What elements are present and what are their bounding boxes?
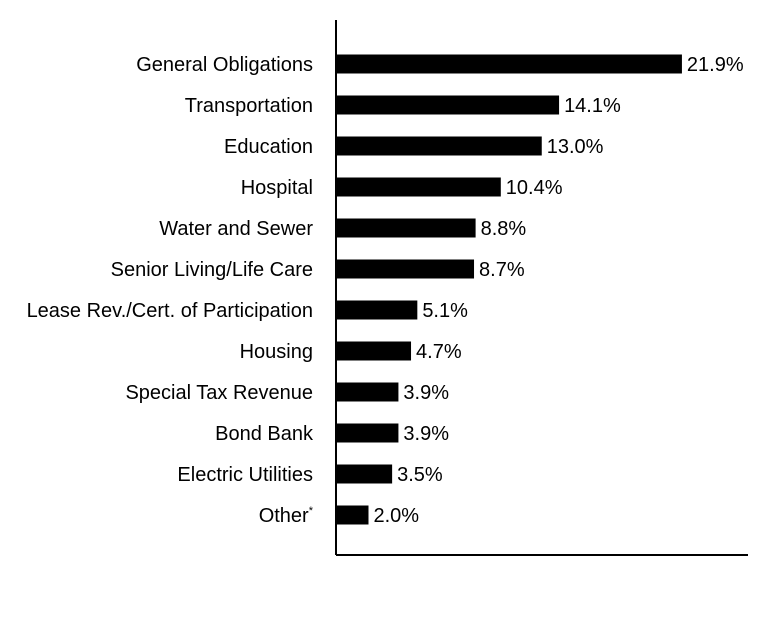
- value-label-housing: 4.7%: [416, 341, 462, 363]
- chart-axes: [335, 20, 748, 556]
- category-label-education: Education: [224, 136, 313, 158]
- category-labels: General Obligations Transportation Educati…: [27, 54, 314, 527]
- bar-general-obligations: [337, 54, 682, 74]
- category-label-lease-rev-cert-of-participation: Lease Rev./Cert. of Participation: [27, 300, 313, 322]
- value-label-electric-utilities: 3.5%: [397, 464, 443, 486]
- value-label-education: 13.0%: [547, 136, 604, 158]
- bar-transportation: [337, 95, 560, 115]
- value-label-special-tax-revenue: 3.9%: [403, 382, 449, 404]
- bar-special-tax-revenue: [337, 382, 399, 402]
- category-label-housing: Housing: [240, 341, 313, 363]
- category-label-hospital: Hospital: [241, 177, 313, 199]
- value-labels: 21.9% 14.1% 13.0% 10.4% 8.8% 8.7% 5.1% 4.7% 3.9%…: [374, 54, 744, 527]
- bar-lease-rev-cert-of-participation: [337, 300, 418, 320]
- bar-other: [337, 505, 369, 525]
- category-label-special-tax-revenue: Special Tax Revenue: [125, 382, 313, 404]
- category-label-senior-living-life-care: Senior Living/Life Care: [111, 259, 313, 281]
- value-label-water-and-sewer: 8.8%: [481, 218, 527, 240]
- value-label-lease-rev-cert-of-participation: 5.1%: [422, 300, 468, 322]
- category-label-transportation: Transportation: [185, 95, 313, 117]
- value-label-general-obligations: 21.9%: [687, 54, 744, 76]
- bar-hospital: [337, 177, 501, 197]
- bar-series: [337, 54, 682, 525]
- bar-bond-bank: [337, 423, 399, 443]
- value-label-hospital: 10.4%: [506, 177, 563, 199]
- footnote-marker: *: [309, 505, 314, 517]
- bar-education: [337, 136, 542, 156]
- category-label-other: Other*: [259, 505, 314, 527]
- bar-water-and-sewer: [337, 218, 476, 238]
- category-label-electric-utilities: Electric Utilities: [177, 464, 313, 486]
- bar-senior-living-life-care: [337, 259, 475, 279]
- bar-housing: [337, 341, 412, 361]
- value-label-transportation: 14.1%: [564, 95, 621, 117]
- value-label-senior-living-life-care: 8.7%: [479, 259, 525, 281]
- category-label-water-and-sewer: Water and Sewer: [159, 218, 313, 240]
- bar-electric-utilities: [337, 464, 393, 484]
- category-label-bond-bank: Bond Bank: [215, 423, 314, 445]
- value-label-other: 2.0%: [374, 505, 420, 527]
- value-label-bond-bank: 3.9%: [403, 423, 449, 445]
- category-label-general-obligations: General Obligations: [136, 54, 313, 76]
